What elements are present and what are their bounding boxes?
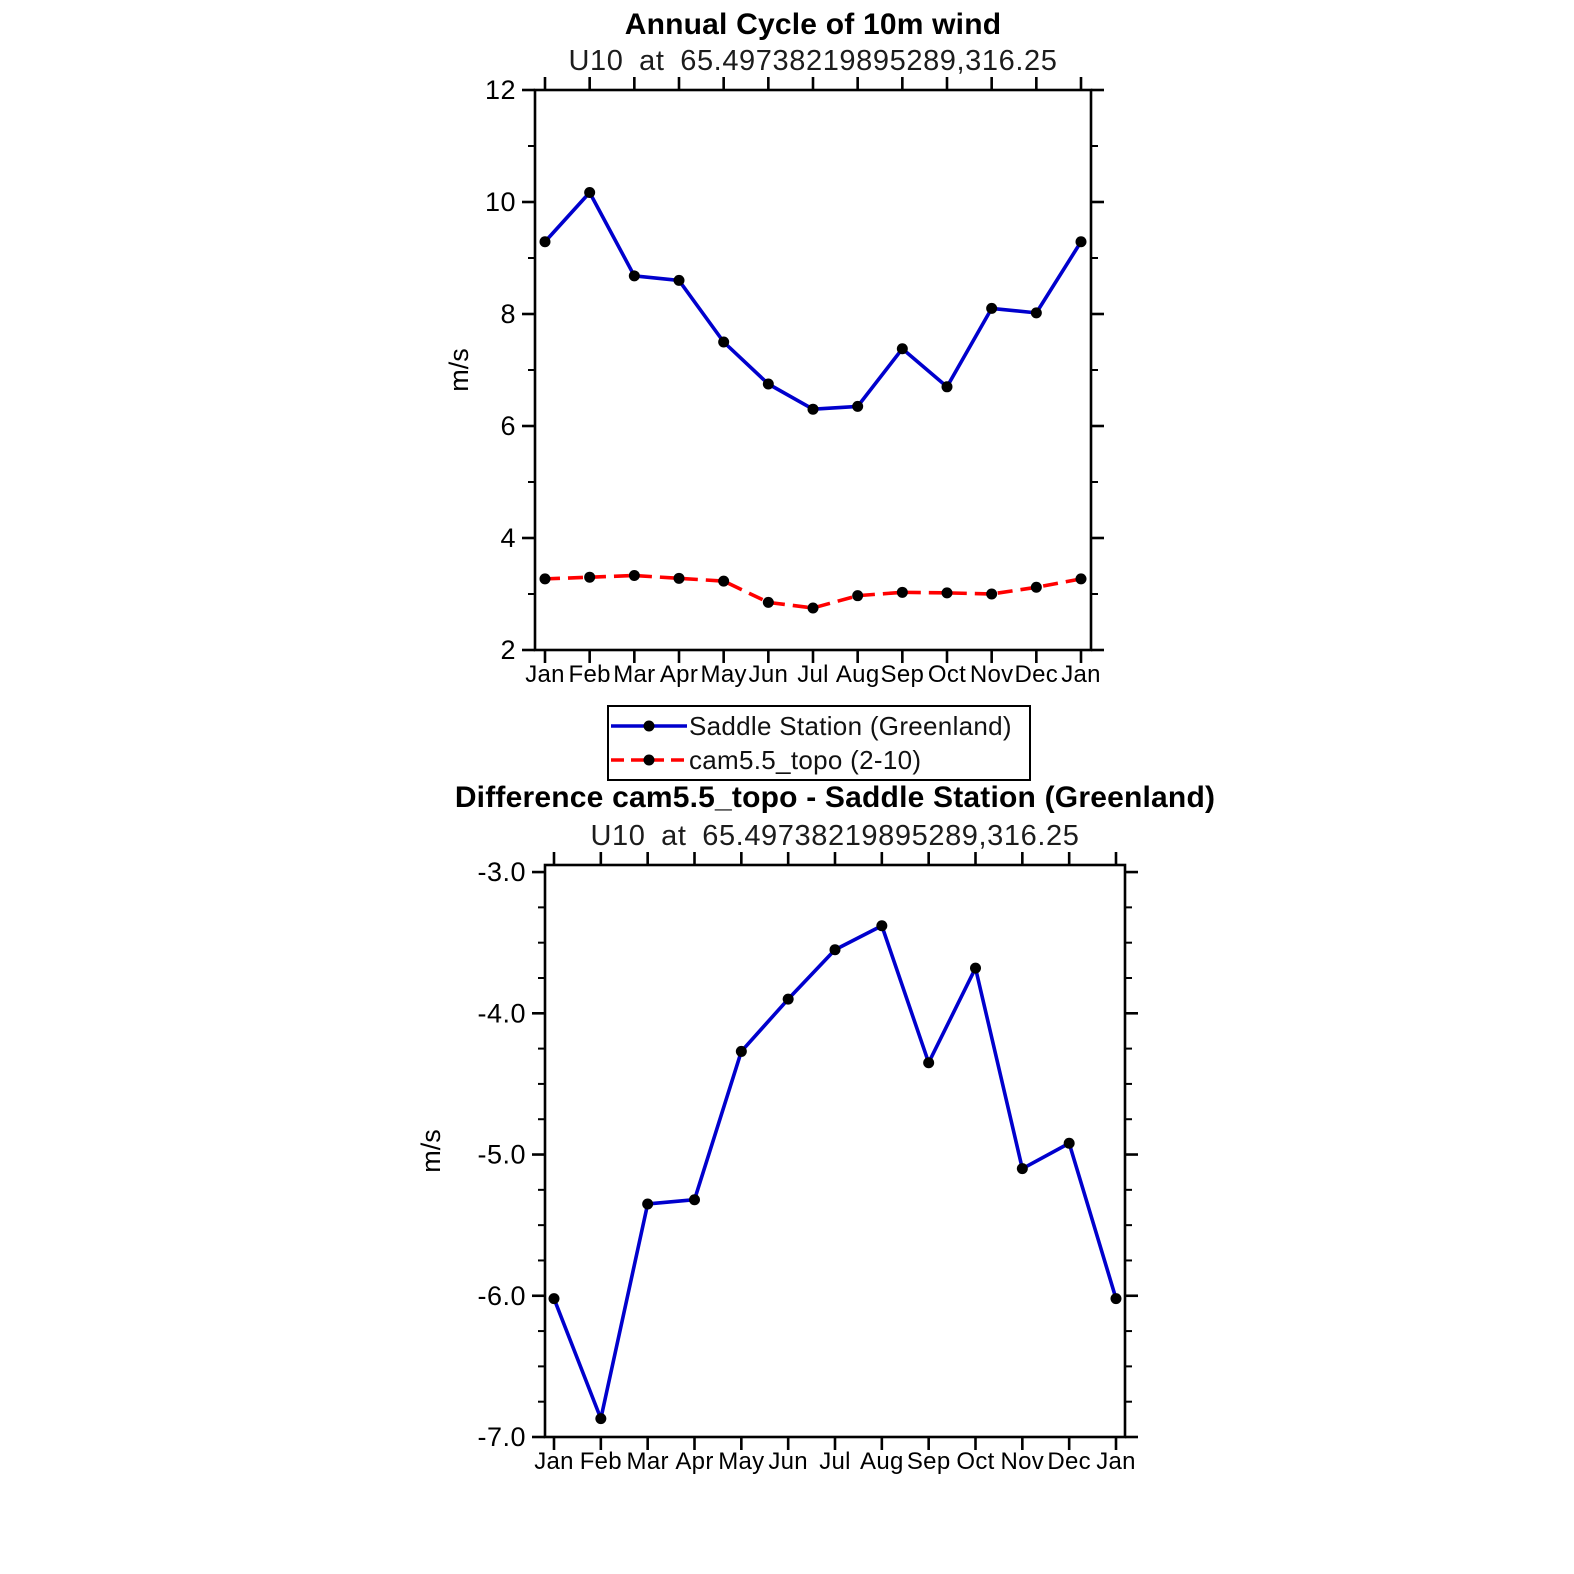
y-tick-label: -7.0: [477, 1422, 526, 1452]
data-point-marker: [762, 378, 774, 390]
y-tick-label: 2: [500, 635, 516, 665]
data-point-marker: [539, 236, 551, 248]
series-line: [543, 190, 1083, 412]
y-axis-title: m/s: [444, 348, 474, 392]
data-point-marker: [718, 336, 730, 348]
chart1-subtitle: U10 at 65.49738219895289,316.25: [568, 45, 1058, 77]
x-tick-label: Jan: [534, 1448, 574, 1475]
x-tick-label: Apr: [660, 661, 698, 688]
plot-border: [533, 88, 1093, 652]
x-tick-label: Mar: [627, 1448, 669, 1475]
x-tick-label: Jul: [797, 661, 829, 688]
data-point-marker: [628, 270, 640, 282]
y-tick-label: 12: [485, 75, 516, 105]
data-point-marker: [735, 1045, 747, 1057]
x-tick-label: Jun: [768, 1448, 808, 1475]
y-tick-label: -4.0: [477, 998, 526, 1028]
x-tick-label: Oct: [928, 661, 966, 688]
x-tick-label: Jan: [525, 661, 565, 688]
data-point-marker: [896, 586, 908, 598]
data-point-marker: [1110, 1293, 1122, 1305]
data-point-marker: [595, 1413, 607, 1425]
x-tick-label: May: [718, 1448, 764, 1475]
x-tick-label: Jul: [819, 1448, 851, 1475]
x-tick-label: Dec: [1047, 1448, 1091, 1475]
y-tick-label: 4: [500, 523, 516, 553]
x-tick-label: Jan: [1061, 661, 1101, 688]
x-tick-label: Dec: [1015, 661, 1059, 688]
data-point-marker: [941, 381, 953, 393]
y-tick-label: -6.0: [477, 1281, 526, 1311]
data-point-marker: [782, 993, 794, 1005]
chart1-title: Annual Cycle of 10m wind: [624, 8, 1002, 41]
y-tick-label: -3.0: [477, 857, 526, 887]
data-point-marker: [718, 575, 730, 587]
x-tick-label: Feb: [580, 1448, 622, 1475]
data-point-marker: [807, 403, 819, 415]
data-point-marker: [1063, 1137, 1075, 1149]
x-tick-label: Nov: [970, 661, 1014, 688]
data-point-marker: [762, 596, 774, 608]
x-tick-label: May: [701, 661, 747, 688]
y-tick-label: 10: [485, 187, 516, 217]
data-point-marker: [548, 1293, 560, 1305]
legend-line-sample-cam55-topo: [611, 754, 687, 766]
x-tick-label: Aug: [836, 661, 880, 688]
data-point-marker: [642, 1198, 654, 1210]
x-tick-label: Sep: [907, 1448, 951, 1475]
x-tick-label: Feb: [569, 661, 611, 688]
legend: Saddle Station (Greenland) cam5.5_topo (…: [607, 705, 1031, 781]
y-tick-label: 8: [500, 299, 516, 329]
x-tick-label: Mar: [613, 661, 655, 688]
x-tick-label: Jun: [749, 661, 789, 688]
data-point-marker: [1075, 573, 1087, 585]
data-point-marker: [1075, 236, 1087, 248]
data-point-marker: [539, 573, 551, 585]
data-point-marker: [584, 571, 596, 583]
data-point-marker: [923, 1057, 935, 1069]
data-point-marker: [1030, 581, 1042, 593]
legend-label-saddle-station: Saddle Station (Greenland): [689, 710, 1012, 741]
data-point-marker: [829, 944, 841, 956]
x-tick-label: Nov: [1001, 1448, 1045, 1475]
data-point-marker: [673, 572, 685, 584]
legend-row-saddle-station: Saddle Station (Greenland): [609, 709, 1029, 743]
data-point-marker: [673, 274, 685, 286]
x-tick-label: Jan: [1096, 1448, 1136, 1475]
data-point-marker: [970, 962, 981, 974]
x-tick-label: Apr: [675, 1448, 713, 1475]
data-point-marker: [1016, 1163, 1028, 1175]
data-point-marker: [852, 590, 864, 602]
legend-row-cam55-topo: cam5.5_topo (2-10): [609, 743, 1029, 777]
data-point-marker: [986, 588, 998, 600]
legend-label-cam55-topo: cam5.5_topo (2-10): [689, 744, 922, 775]
data-point-marker: [896, 343, 908, 355]
chart2-subtitle: U10 at 65.49738219895289,316.25: [590, 820, 1080, 852]
y-tick-label: -5.0: [477, 1140, 526, 1170]
data-point-marker: [807, 602, 819, 614]
chart2-title: Difference cam5.5_topo - Saddle Station …: [454, 781, 1216, 814]
y-tick-label: 6: [500, 411, 516, 441]
data-point-marker: [852, 400, 864, 412]
series-line: [552, 923, 1118, 1421]
x-tick-label: Aug: [860, 1448, 904, 1475]
data-point-marker: [941, 587, 953, 599]
data-point-marker: [1030, 307, 1042, 319]
data-point-marker: [628, 570, 640, 582]
data-point-marker: [689, 1194, 700, 1206]
x-tick-label: Sep: [881, 661, 925, 688]
data-point-marker: [584, 186, 596, 198]
data-point-marker: [876, 920, 888, 932]
x-tick-label: Oct: [956, 1448, 994, 1475]
y-axis-title: m/s: [416, 1129, 446, 1173]
legend-line-sample-saddle: [611, 720, 687, 732]
data-point-marker: [986, 302, 998, 314]
